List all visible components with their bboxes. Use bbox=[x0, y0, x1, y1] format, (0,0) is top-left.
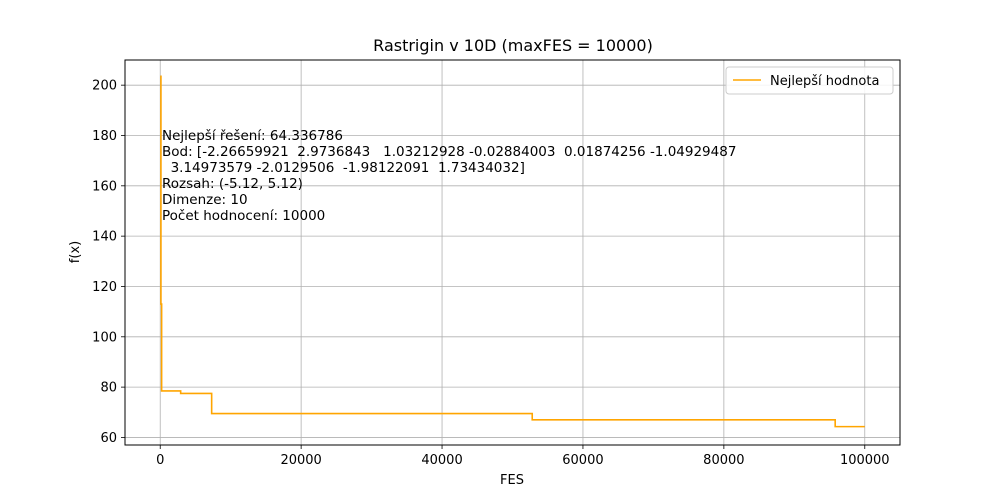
x-tick-label: 20000 bbox=[280, 453, 321, 468]
y-tick-label: 60 bbox=[100, 431, 117, 446]
series-layer bbox=[160, 75, 865, 428]
x-tick-label: 100000 bbox=[840, 453, 890, 468]
annotation-line: Rozsah: (-5.12, 5.12) bbox=[162, 176, 303, 192]
series-line bbox=[160, 75, 865, 428]
legend-label: Nejlepší hodnota bbox=[770, 74, 879, 89]
chart-title: Rastrigin v 10D (maxFES = 10000) bbox=[373, 36, 653, 55]
x-axis-ticks: 0 20000 40000 60000 80000 100000 bbox=[156, 445, 890, 468]
y-tick-label: 120 bbox=[92, 280, 117, 295]
y-tick-label: 200 bbox=[92, 79, 117, 94]
annotation-text-block: Nejlepší řešení: 64.336786 Bod: [-2.26659… bbox=[162, 128, 736, 224]
x-tick-label: 40000 bbox=[421, 453, 462, 468]
grid bbox=[125, 60, 900, 445]
annotation-text: Nejlepší řešení: 64.336786 Bod: [-2.26659… bbox=[162, 128, 736, 224]
annotation-line: Bod: [-2.26659921 2.9736843 1.03212928 -… bbox=[162, 144, 736, 160]
y-tick-label: 160 bbox=[92, 179, 117, 194]
legend: Nejlepší hodnota bbox=[725, 66, 894, 95]
x-tick-label: 0 bbox=[156, 453, 164, 468]
y-tick-label: 100 bbox=[92, 330, 117, 345]
plot-frame bbox=[124, 59, 901, 446]
legend-box bbox=[725, 66, 894, 95]
x-tick-label: 80000 bbox=[703, 453, 744, 468]
annotation-line: Počet hodnocení: 10000 bbox=[162, 208, 325, 224]
x-axis-label: FES bbox=[500, 473, 524, 488]
y-axis-ticks: 60 80 100 120 140 160 180 200 bbox=[92, 79, 125, 446]
y-tick-label: 180 bbox=[92, 129, 117, 144]
y-tick-label: 140 bbox=[92, 230, 117, 245]
annotation-line: Dimenze: 10 bbox=[162, 192, 248, 208]
annotation-line: 3.14973579 -2.0129506 -1.98122091 1.7343… bbox=[162, 160, 525, 176]
annotation-line: Nejlepší řešení: 64.336786 bbox=[162, 128, 343, 144]
y-axis-label: f(x) bbox=[68, 241, 83, 263]
x-tick-label: 60000 bbox=[562, 453, 603, 468]
y-tick-label: 80 bbox=[100, 381, 117, 396]
